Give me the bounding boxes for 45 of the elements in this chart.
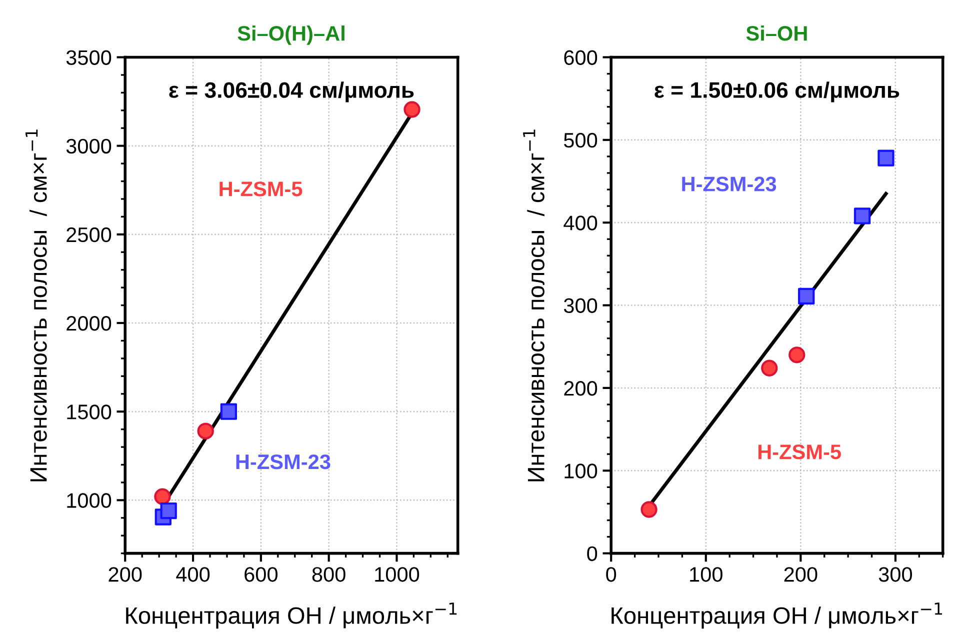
y-axis-title: Интенсивность полосы / см×г$^{−1}$: [26, 130, 47, 482]
x-tick-label: 200: [108, 567, 142, 582]
text: H-ZSM-5: [758, 444, 841, 460]
annotation: ε = 3.06±0.04 см/μмоль: [169, 82, 414, 102]
y-tick-label: 400: [564, 216, 598, 230]
x-tick-label: 0: [606, 567, 616, 582]
text: H-ZSM-5: [220, 182, 302, 196]
point: [154, 488, 171, 505]
y-tick-label: 200: [564, 380, 598, 396]
y-tick-label: 2000: [66, 316, 112, 331]
text: H-ZSM-23: [682, 176, 776, 192]
x-tick-label: 300: [878, 567, 912, 582]
chart-title: Si–O(H)–Al: [238, 25, 344, 45]
y-tick-label: 600: [564, 50, 598, 65]
series-label: H-ZSM-23: [236, 454, 330, 470]
y-tick-label: 1500: [67, 404, 112, 420]
y-axis-title: Интенсивность полосы / см×г$^{−1}$: [523, 130, 544, 482]
chart-title: Si–OH: [746, 25, 807, 41]
x-tick-label: 1000: [375, 567, 420, 582]
x-tick-label: 600: [244, 567, 278, 582]
y-tick-label: 300: [564, 298, 598, 314]
point: [798, 288, 815, 305]
x-axis-title: Концентрация ОН / μмоль×г$^{−1}$: [612, 602, 942, 629]
x-tick-label: 200: [784, 567, 818, 582]
point: [197, 422, 214, 440]
x-tick-label: 100: [690, 567, 722, 582]
x-tick-label: 400: [176, 567, 210, 582]
y-tick-label: 3000: [66, 138, 112, 154]
y-tick-label: 1000: [67, 493, 112, 508]
point: [878, 150, 894, 166]
y-tick-label: 100: [564, 464, 598, 478]
x-tick-label: 800: [312, 567, 346, 582]
point: [761, 360, 778, 376]
point: [404, 101, 420, 118]
point: [788, 346, 806, 364]
y-tick-label: 500: [564, 132, 598, 148]
y-tick-label: 3500: [66, 50, 112, 65]
annotation: ε = 1.50±0.06 см/μмоль: [654, 82, 900, 102]
x-axis-title: Концентрация ОН / μмоль×г$^{−1}$: [126, 602, 457, 629]
point: [854, 208, 871, 224]
y-tick-label: 0: [587, 546, 598, 562]
point: [640, 501, 658, 518]
y-tick-label: 2500: [66, 227, 112, 242]
point: [160, 502, 177, 520]
point: [220, 403, 238, 420]
